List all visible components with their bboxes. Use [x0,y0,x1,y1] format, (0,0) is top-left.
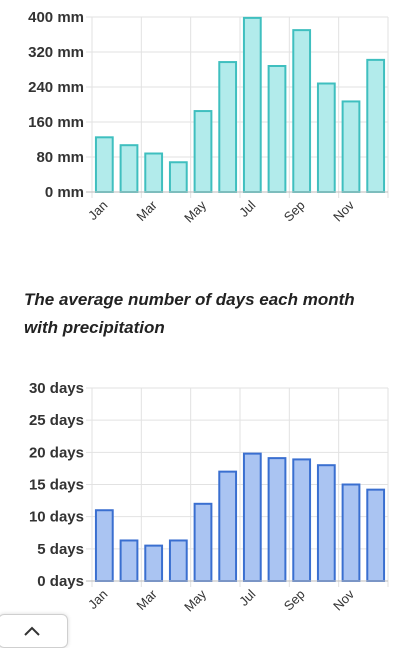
bar-jun[interactable] [218,470,238,582]
bar-jul[interactable] [242,16,262,193]
scroll-to-top-button[interactable] [0,614,68,648]
bar-dec[interactable] [366,488,386,582]
y-tick-label: 240 mm [28,79,84,96]
bar-jul[interactable] [242,452,262,582]
bar-mar[interactable] [144,544,164,583]
bar-dec[interactable] [366,58,386,193]
y-tick-label: 400 mm [28,9,84,26]
y-tick-label: 0 mm [45,184,84,201]
y-tick-label: 5 days [37,541,84,558]
bar-nov[interactable] [341,100,361,193]
bar-may[interactable] [193,110,213,193]
y-tick-label: 20 days [29,444,84,461]
y-tick-label: 80 mm [36,149,84,166]
bar-oct[interactable] [316,82,336,193]
x-tick-label: Mar [133,197,160,224]
bar-sep[interactable] [292,29,312,193]
y-tick-label: 320 mm [28,44,84,61]
x-tick-label: May [181,197,209,225]
bar-oct[interactable] [316,464,336,582]
bar-sep[interactable] [292,458,312,582]
bar-mar[interactable] [144,152,164,193]
bar-jan[interactable] [94,136,114,193]
x-tick-label: Sep [281,198,308,225]
days-chart-heading: The average number of days each month wi… [24,290,355,337]
chevron-up-icon [24,626,40,636]
x-tick-label: Jul [236,197,258,219]
bar-aug[interactable] [267,457,287,582]
x-tick-label: Jan [85,198,110,223]
y-tick-label: 30 days [29,380,84,397]
y-tick-label: 160 mm [28,114,84,131]
precipitation-days-chart: 0 days 5 days 10 days 15 days 20 days 25 days… [29,380,389,614]
y-tick-label: 15 days [29,477,84,494]
bar-jun[interactable] [218,61,238,193]
x-tick-label: Sep [281,587,308,614]
bar-feb[interactable] [119,144,139,193]
bar-apr[interactable] [168,161,188,193]
x-tick-label: Jul [236,586,258,608]
x-tick-label: Nov [330,586,357,613]
bar-jan[interactable] [94,509,114,583]
x-tick-label: Nov [330,197,357,224]
bar-aug[interactable] [267,65,287,193]
x-tick-label: Mar [133,586,160,613]
bar-may[interactable] [193,502,213,582]
x-tick-label: May [181,586,209,614]
bar-nov[interactable] [341,483,361,582]
x-tick-label: Jan [85,587,110,612]
y-tick-label: 25 days [29,412,84,429]
y-tick-label: 10 days [29,509,84,526]
rainfall-chart: 0 mm 80 mm 160 mm 240 mm 320 mm 400 mm Jan Mar M… [28,9,389,225]
y-tick-label: 0 days [37,573,84,590]
bar-feb[interactable] [119,539,139,582]
bar-apr[interactable] [168,539,188,582]
